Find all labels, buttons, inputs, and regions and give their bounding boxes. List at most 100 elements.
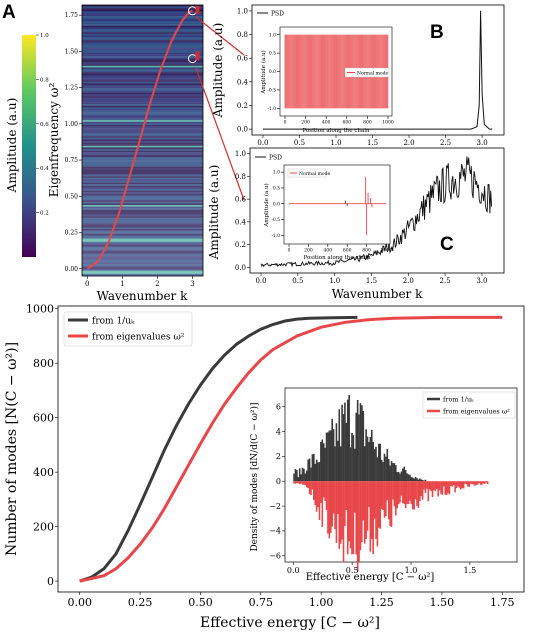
heatmap-row (82, 209, 203, 212)
psd-b-inset-x-tick-label: 800 (363, 120, 372, 126)
heatmap-row (82, 13, 203, 15)
density-bar (382, 462, 384, 482)
heatmap-row (82, 184, 203, 186)
heatmap-row (82, 181, 203, 183)
density-bar (297, 477, 300, 482)
density-bar (375, 481, 377, 539)
density-bar (387, 481, 390, 520)
psd-b-x-tick-label: 0.5 (294, 139, 305, 147)
density-bar (407, 474, 410, 482)
psd-c-inset: -1.0 -0.5 0.0 0.5 1.0 0 200 400 600 800 1000 Posi… (263, 164, 392, 261)
heatmap-row (82, 141, 203, 143)
counting-series-inverse-u (79, 315, 358, 583)
panel-label-c: C (440, 234, 454, 255)
density-bar (351, 432, 353, 482)
psd-c-inset-x-ticks: 0 200 400 600 800 1000 (288, 244, 392, 254)
dispersion-curve (86, 9, 193, 270)
density-bar (337, 440, 339, 482)
density-bar (322, 481, 325, 498)
density-bar (327, 481, 329, 534)
density-bar (325, 481, 328, 510)
density-bar (320, 441, 322, 482)
density-bar (304, 473, 307, 482)
heatmap-row (82, 62, 203, 65)
heatmap-row (82, 157, 203, 159)
heatmap-row (82, 229, 203, 231)
density-bar (303, 468, 305, 482)
counting-y-tick-label: 400 (33, 466, 54, 479)
density-bar (356, 399, 359, 482)
density-bar (476, 481, 479, 485)
density-x-tick-label: 0.5 (346, 566, 359, 575)
heatmap-row (82, 238, 203, 241)
heatmap-row (82, 189, 203, 191)
density-bar (298, 481, 301, 485)
psd-c-inset-y-tick-label: 0.0 (273, 201, 280, 207)
heatmap-row (82, 96, 203, 98)
density-bar (297, 481, 300, 484)
heatmap-row (82, 48, 203, 50)
density-bar (359, 481, 362, 551)
density-bar (300, 474, 302, 482)
heatmap-row (82, 86, 203, 89)
density-y-tick-label: −2 (269, 502, 281, 511)
density-bar (358, 414, 360, 482)
density-bar (320, 481, 322, 503)
density-bar (386, 449, 389, 482)
heatmap-row (82, 185, 203, 188)
counting-x-tick-label: 1.75 (490, 596, 515, 609)
heatmap-row (82, 53, 203, 55)
density-bar (376, 457, 379, 482)
heatmap-row (82, 150, 203, 153)
counting-x-tick-label: 0.50 (188, 596, 213, 609)
heatmap-row (82, 193, 203, 196)
density-bar (448, 481, 451, 495)
density-bar (294, 469, 297, 482)
heatmap-row (82, 176, 203, 178)
density-bar (465, 481, 468, 485)
density-bar (308, 458, 311, 482)
heatmap-row (82, 145, 203, 148)
density-bar (346, 481, 349, 555)
heatmap-row (82, 97, 203, 100)
density-bar (485, 481, 488, 483)
dispersion-markers (187, 5, 200, 64)
density-bar (318, 462, 321, 482)
heatmap-row (82, 256, 203, 258)
heatmap-row (82, 216, 203, 218)
density-bar (444, 481, 447, 495)
density-bar (329, 430, 332, 482)
density-bar (368, 481, 370, 507)
heatmap-row (82, 40, 203, 42)
density-y-tick-label: 0 (276, 477, 281, 486)
density-bar (421, 479, 424, 482)
psd-b-x-tick-label: 1.0 (330, 139, 341, 147)
density-bars-eigenvalues (293, 481, 489, 572)
panel-label-a: A (2, 2, 16, 23)
svg-text:Normal mode: Normal mode (357, 71, 388, 77)
density-bar (445, 481, 448, 496)
density-bar (404, 481, 407, 508)
density-bar (369, 436, 372, 482)
psd-c-y-tick-label: 0.6 (235, 196, 247, 204)
heatmap-row (82, 21, 203, 23)
heatmap-row (82, 235, 203, 238)
density-bar (454, 481, 456, 493)
psd-c-inset-y-ticks: -1.0 -0.5 0.0 0.5 1.0 (271, 170, 284, 239)
density-bar (407, 481, 410, 505)
density-bar (397, 481, 400, 505)
counting-x-tick-label: 1.50 (430, 596, 455, 609)
density-bar (430, 481, 432, 492)
psd-c-x-tick-label: 3.0 (476, 277, 487, 285)
psd-b-inset-y-tick-label: 0.0 (269, 69, 276, 75)
counting-x-tick-label: 1.00 (309, 596, 334, 609)
density-bar (332, 481, 335, 514)
density-bar (310, 481, 312, 496)
density-bar (440, 481, 442, 494)
density-bar (365, 481, 367, 539)
density-bar (416, 478, 418, 482)
colorbar-tick-label: 0.2 (40, 211, 49, 217)
heatmap-row (82, 272, 203, 274)
